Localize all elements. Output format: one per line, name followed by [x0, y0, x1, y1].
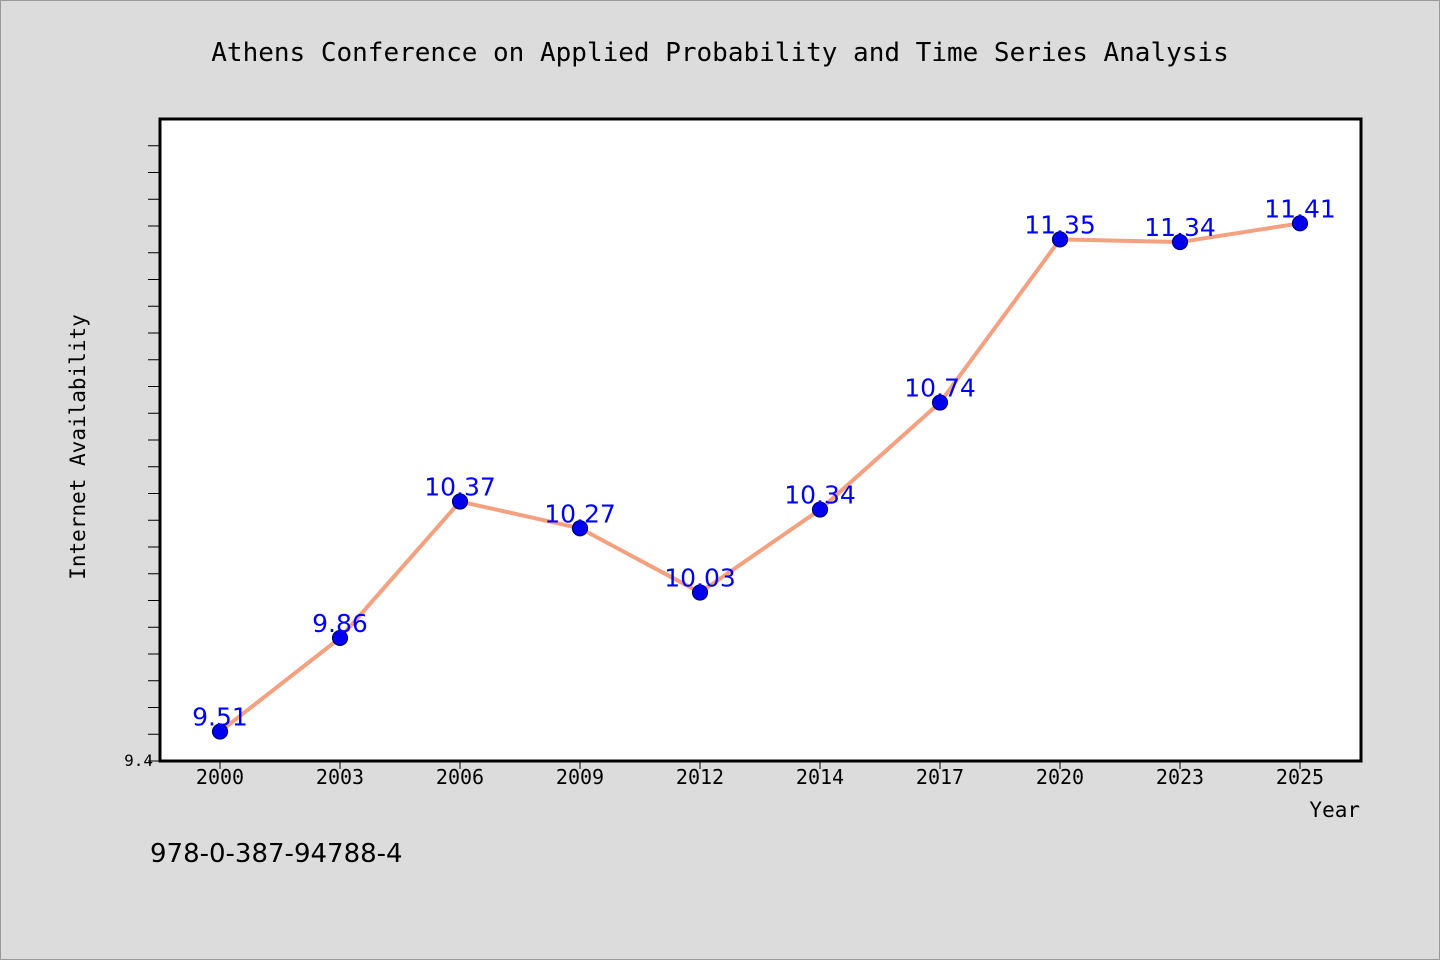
- x-tick-label: 2017: [916, 765, 964, 789]
- data-point: [691, 584, 709, 601]
- x-axis-ticks: 2000 2003 2006 2009 2012 2014 2017 2020 2023 2025: [196, 761, 1324, 789]
- series-layer: 9.51 9.86 10.37 10.27 10.03 10.34 10.74 11.35 11…: [192, 194, 1336, 740]
- data-label: 10.37: [424, 473, 496, 502]
- data-label: 10.34: [784, 481, 856, 510]
- data-point: [811, 501, 829, 518]
- data-label: 9.86: [312, 609, 368, 638]
- data-label: 11.41: [1264, 194, 1336, 223]
- data-label: 11.35: [1024, 210, 1096, 239]
- data-point: [571, 520, 589, 537]
- x-tick-label: 2003: [316, 765, 364, 789]
- x-tick-label: 2012: [676, 765, 724, 789]
- x-tick-label: 2014: [796, 765, 844, 789]
- data-point: [451, 493, 469, 510]
- data-label: 10.27: [544, 499, 616, 528]
- data-point: [931, 394, 949, 411]
- plot-area: [158, 117, 1363, 763]
- data-point: [1291, 215, 1309, 232]
- isbn-annotation: 978-0-387-94788-4: [150, 839, 403, 869]
- x-axis-label: Year: [1309, 798, 1360, 822]
- data-point: [1051, 231, 1069, 248]
- x-tick-label: 2000: [196, 765, 244, 789]
- data-point: [211, 723, 229, 740]
- data-point: [331, 629, 349, 647]
- chart-title: Athens Conference on Applied Probability…: [211, 38, 1228, 68]
- y-tick-label: 9.4: [124, 751, 153, 770]
- data-label: 9.51: [192, 703, 248, 732]
- y-axis-ticks: [148, 145, 160, 762]
- series-line: [218, 221, 1302, 734]
- data-label: 11.34: [1144, 213, 1216, 242]
- y-axis-label: Internet Availability: [66, 314, 90, 580]
- x-tick-label: 2023: [1156, 765, 1204, 789]
- x-tick-label: 2025: [1276, 765, 1324, 789]
- x-tick-label: 2006: [436, 765, 484, 789]
- data-point: [1171, 233, 1189, 251]
- data-label: 10.03: [664, 563, 736, 592]
- x-tick-label: 2009: [556, 765, 604, 789]
- x-tick-label: 2020: [1036, 765, 1084, 789]
- data-label: 10.74: [904, 374, 976, 403]
